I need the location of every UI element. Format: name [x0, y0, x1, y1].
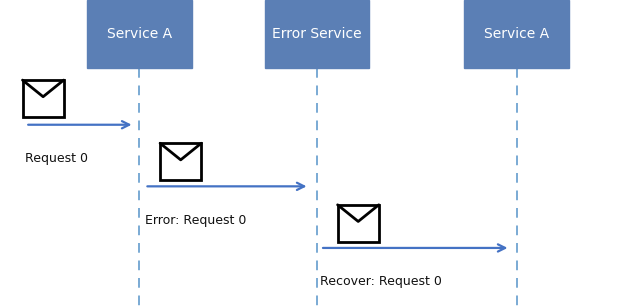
FancyBboxPatch shape: [464, 0, 569, 68]
FancyBboxPatch shape: [337, 205, 378, 242]
FancyBboxPatch shape: [265, 0, 369, 68]
Text: Recover: Request 0: Recover: Request 0: [320, 275, 442, 288]
Text: Error: Request 0: Error: Request 0: [145, 214, 246, 227]
Text: Error Service: Error Service: [272, 27, 362, 41]
Text: Service A: Service A: [484, 27, 549, 41]
FancyBboxPatch shape: [160, 143, 201, 180]
Text: Service A: Service A: [107, 27, 172, 41]
FancyBboxPatch shape: [87, 0, 191, 68]
Text: Request 0: Request 0: [25, 152, 88, 165]
FancyBboxPatch shape: [23, 80, 63, 117]
